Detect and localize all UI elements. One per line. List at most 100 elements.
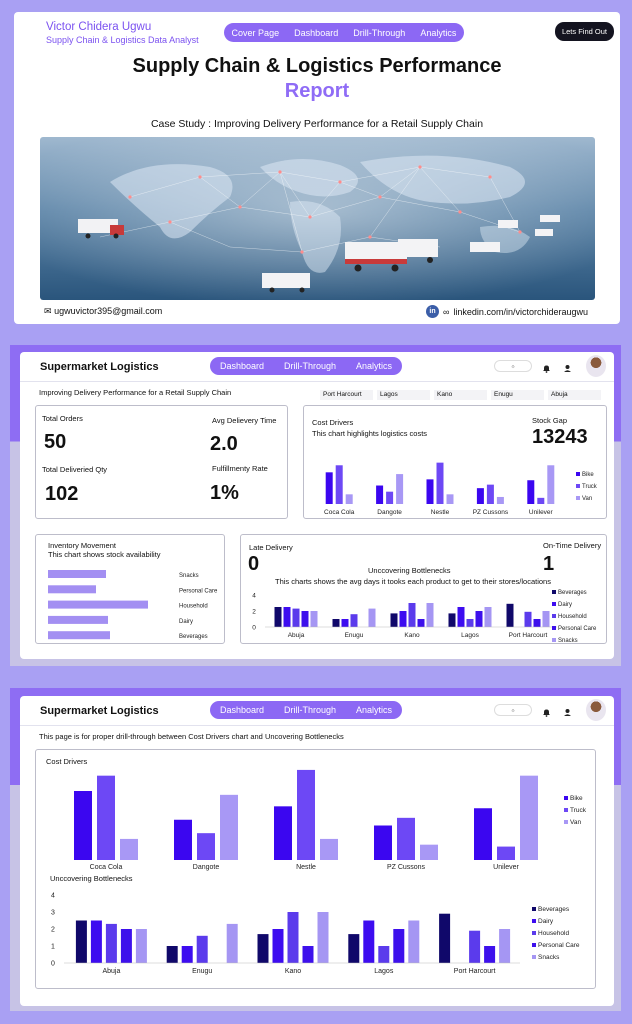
cost-drivers-subtitle: This chart highlights logistics costs	[312, 429, 428, 438]
legend-swatch-beverages	[532, 907, 536, 911]
cost-drivers-card: Cost Drivers This chart highlights logis…	[303, 405, 607, 519]
nav-drill-through[interactable]: Drill-Through	[283, 705, 336, 715]
legend-swatch-van	[564, 820, 568, 824]
inventory-subtitle: This chart shows stock availability	[48, 550, 161, 559]
inventory-bar-household	[48, 600, 148, 609]
total-orders-value: 50	[44, 431, 67, 453]
bar-port-harcourt-household	[524, 611, 532, 627]
bar-unilever-van	[520, 775, 538, 860]
nav-drill-through[interactable]: Drill-Through	[353, 27, 406, 38]
bell-icon[interactable]	[541, 361, 552, 373]
city-filter: Port Harcourt Lagos Kano Enugu Abuja	[320, 390, 601, 400]
nav-analytics[interactable]: Analytics	[420, 27, 457, 38]
avatar[interactable]	[586, 699, 606, 721]
legend-swatch-truck	[564, 808, 568, 812]
email-contact[interactable]: ✉ ugwuvictor395@gmail.com	[44, 306, 162, 317]
x-label-enugu: Enugu	[192, 968, 212, 975]
bar-abuja-beverages	[75, 920, 87, 963]
fulfillment-value: 1%	[210, 482, 239, 504]
bar-dangote-van	[396, 474, 404, 504]
y-tick-0: 0	[252, 625, 256, 632]
stock-gap-label: Stock Gap	[532, 416, 568, 425]
truck-graphic-right	[470, 215, 560, 252]
nav-drill-through[interactable]: Drill-Through	[283, 361, 336, 371]
bar-lagos-personal-care	[475, 611, 483, 627]
ontime-delivery-value: 1	[543, 553, 555, 575]
fulfillment-label: Fulfillmenty Rate	[212, 464, 268, 473]
user-icon[interactable]	[562, 705, 573, 716]
late-delivery-label: Late Delivery	[249, 543, 293, 552]
brand-title: Supermarket Logistics	[40, 705, 159, 717]
inventory-label-snacks: Snacks	[179, 573, 199, 579]
city-filter-kano[interactable]: Kano	[434, 390, 487, 400]
settings-toggle[interactable]: ⚙	[494, 360, 532, 372]
report-title-accent: Report	[284, 80, 350, 102]
nav-analytics[interactable]: Analytics	[355, 705, 392, 715]
bar-pz-cussons-van	[420, 844, 438, 860]
legend-dairy: Dairy	[538, 918, 554, 925]
bottleneck-title: Unccovering Bottlenecks	[368, 566, 451, 575]
nav-dashboard[interactable]: Dashboard	[219, 361, 265, 371]
bar-pz-cussons-van	[496, 496, 504, 504]
link-icon: ∞	[443, 306, 450, 317]
nav-dashboard[interactable]: Dashboard	[219, 705, 265, 715]
legend-van: Van	[582, 496, 592, 502]
legend-personal-care: Personal Care	[538, 942, 580, 949]
y-tick-1: 1	[51, 944, 55, 951]
bar-kano-dairy	[399, 611, 407, 627]
nav-cover-page[interactable]: Cover Page	[231, 27, 280, 38]
inventory-bar-snacks	[48, 570, 106, 578]
avatar[interactable]	[586, 355, 606, 377]
y-tick-2: 2	[252, 609, 256, 616]
city-filter-lagos[interactable]: Lagos	[377, 390, 430, 400]
legend-dairy: Dairy	[558, 602, 572, 608]
drill-header: Supermarket Logistics Dashboard Drill-Th…	[20, 696, 614, 726]
linkedin-icon: in	[426, 305, 439, 318]
drill-through-page: Supermarket Logistics Dashboard Drill-Th…	[20, 696, 614, 1006]
bar-lagos-personal-care	[393, 929, 405, 963]
inventory-bar-beverages	[48, 631, 110, 640]
bell-icon[interactable]	[541, 705, 552, 717]
drill-cost-drivers-chart: Coca Cola Dangote Nestle PZ Cussons Unilever…	[74, 769, 587, 871]
user-icon[interactable]	[562, 361, 573, 372]
x-label-lagos: Lagos	[461, 632, 479, 639]
hero-world-network-image	[40, 137, 595, 300]
city-filter-port-harcourt[interactable]: Port Harcourt	[320, 390, 373, 400]
legend-van: Van	[570, 819, 581, 826]
bar-abuja-personal-care	[120, 929, 132, 963]
city-filter-abuja[interactable]: Abuja	[548, 390, 601, 400]
bar-lagos-snacks	[484, 607, 492, 627]
bar-coca-cola-truck	[335, 465, 343, 504]
bar-kano-household	[287, 912, 299, 963]
legend-snacks: Snacks	[558, 638, 578, 643]
bar-dangote-van	[220, 794, 238, 860]
linkedin-contact[interactable]: in ∞ linkedin.com/in/victorchideraugwu	[426, 305, 588, 318]
bar-nestle-truck	[297, 769, 315, 860]
bar-kano-personal-care	[417, 619, 425, 627]
legend-household: Household	[538, 930, 569, 937]
bar-port-harcourt-personal-care	[533, 619, 541, 627]
case-study-text: Case Study : Improving Delivery Performa…	[150, 118, 484, 130]
x-label-enugu: Enugu	[345, 632, 364, 639]
nav-dashboard[interactable]: Dashboard	[294, 27, 339, 38]
bar-unilever-van	[547, 465, 555, 504]
bar-port-harcourt-personal-care	[484, 946, 496, 963]
nav-analytics[interactable]: Analytics	[355, 361, 392, 371]
x-label-nestle: Nestle	[296, 864, 316, 871]
bar-abuja-household	[105, 923, 117, 963]
y-tick-4: 4	[51, 893, 55, 900]
bar-lagos-household	[378, 946, 390, 963]
settings-toggle[interactable]: ⚙	[494, 704, 532, 716]
bar-dangote-truck	[386, 491, 394, 504]
bar-dangote-bike	[376, 485, 384, 504]
bar-pz-cussons-truck	[397, 817, 415, 860]
cover-page: Victor Chidera Ugwu Supply Chain & Logis…	[14, 12, 620, 324]
bar-abuja-snacks	[135, 929, 147, 963]
bar-enugu-household	[350, 614, 358, 627]
bar-kano-personal-care	[302, 946, 314, 963]
lets-find-out-button[interactable]: Lets Find Out	[554, 22, 614, 41]
city-filter-enugu[interactable]: Enugu	[491, 390, 544, 400]
x-label-coca-cola: Coca Cola	[324, 509, 355, 516]
bar-port-harcourt-snacks	[499, 929, 511, 963]
bar-kano-beverages	[390, 613, 398, 627]
